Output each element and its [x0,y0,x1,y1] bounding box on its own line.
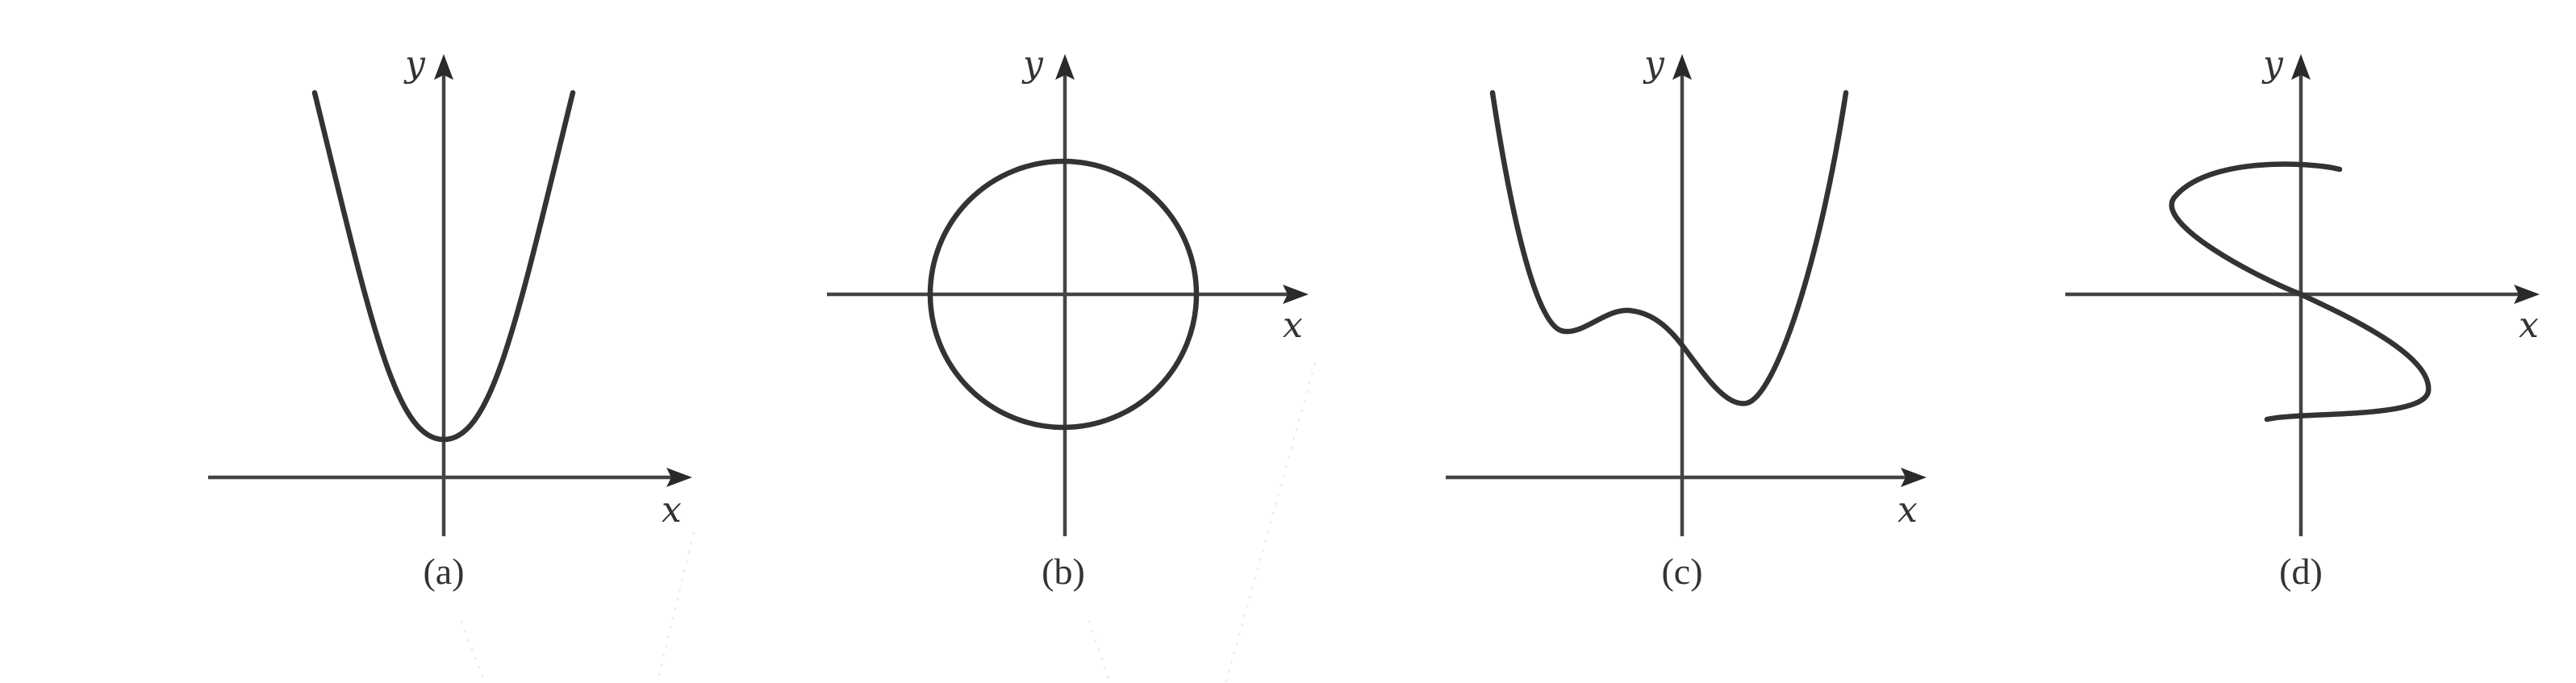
scan-artifacts [461,362,1316,682]
panel-a-x-arrow-icon [666,468,692,487]
panel-d-x-label: x [2519,305,2539,346]
panel-b-y-arrow-icon [1055,54,1075,80]
panel-c-caption: (c) [1661,551,1702,592]
panel-c-x-label: x [1898,489,1918,531]
panel-d-s-curve [2169,161,2432,423]
panel-a: y x (a) [208,44,692,592]
panel-c-y-arrow-icon [1672,54,1692,80]
panel-b: y x (b) [827,44,1309,592]
panel-c-x-arrow-icon [1901,468,1927,487]
panel-a-x-label: x [662,489,682,531]
panel-a-parabola [311,90,576,443]
panel-c-y-label: y [1643,44,1665,85]
panel-c: y x (c) [1446,44,1927,592]
panel-c-quartic-curve [1489,90,1849,406]
panel-a-y-label: y [403,44,426,85]
panel-a-caption: (a) [423,551,464,592]
panel-a-y-arrow-icon [434,54,453,80]
panel-b-x-label: x [1283,305,1303,346]
panel-d-y-label: y [2261,44,2284,85]
panel-d: y x (d) [2065,44,2540,592]
panel-d-caption: (d) [2279,551,2323,592]
panel-d-x-arrow-icon [2514,285,2540,304]
panel-b-x-arrow-icon [1283,285,1309,304]
panel-b-circle [927,158,1200,431]
panel-b-y-label: y [1021,44,1044,85]
panel-d-y-arrow-icon [2291,54,2311,80]
panel-b-caption: (b) [1042,551,1085,592]
